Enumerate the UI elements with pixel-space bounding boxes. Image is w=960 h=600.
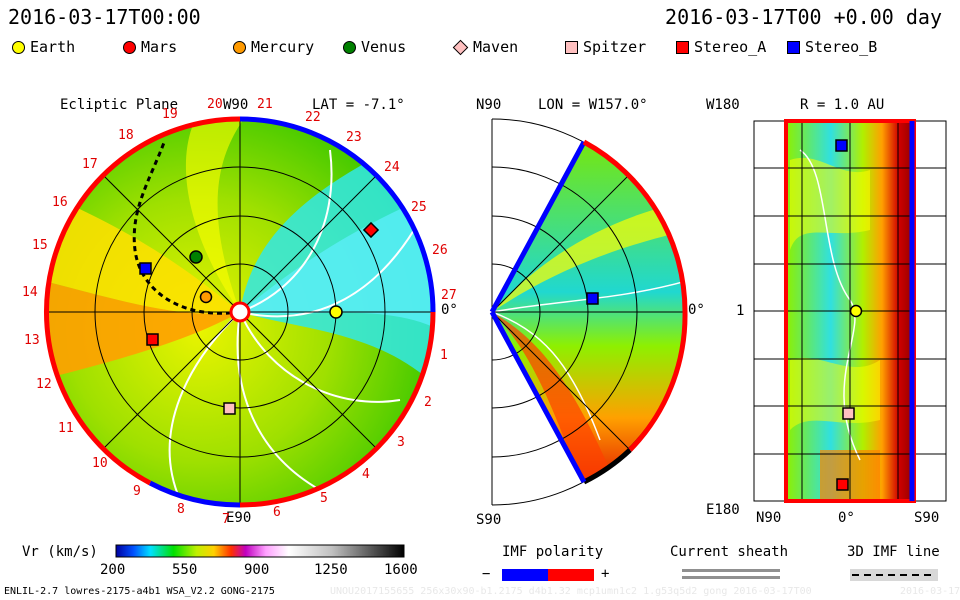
spitzer-position bbox=[223, 402, 236, 415]
maven-position bbox=[362, 221, 380, 239]
carrington-12: 12 bbox=[36, 377, 52, 392]
meridional-lon-label: LON = W157.0° bbox=[538, 97, 648, 113]
earth-marker-icon bbox=[12, 40, 25, 54]
current-sheath-label: Current sheath bbox=[670, 544, 789, 560]
legend-venus: Venus bbox=[343, 38, 406, 56]
footer-run-id: UNOU2017155655 256x30x90-b1.2175 d4b1.32… bbox=[330, 586, 812, 597]
legend-earth: Earth bbox=[12, 38, 75, 56]
ecliptic-lat-label: LAT = -7.1° bbox=[312, 97, 405, 113]
sphere-x-mid: 0° bbox=[838, 510, 855, 526]
meridional-top-label: N90 bbox=[476, 97, 502, 113]
ecliptic-title: Ecliptic Plane bbox=[60, 97, 179, 113]
carrington-20: 20 bbox=[207, 97, 223, 112]
legend-mars: Mars bbox=[123, 38, 177, 56]
carrington-21: 21 bbox=[257, 97, 273, 112]
imf-3d-label: 3D IMF line bbox=[847, 544, 940, 560]
sphere-x-left: N90 bbox=[756, 510, 782, 526]
carrington-24: 24 bbox=[384, 160, 400, 175]
earth-sphere bbox=[849, 304, 863, 318]
carrington-25: 25 bbox=[411, 200, 427, 215]
carrington-18: 18 bbox=[118, 128, 134, 143]
carrington-8: 8 bbox=[177, 502, 185, 517]
spitzer-sphere bbox=[842, 407, 855, 420]
carrington-13: 13 bbox=[24, 333, 40, 348]
carrington-22: 22 bbox=[305, 110, 321, 125]
colorbar-tick-1250: 1250 bbox=[314, 562, 348, 578]
carrington-4: 4 bbox=[362, 467, 370, 482]
venus-position bbox=[189, 250, 203, 264]
legend-maven: Maven bbox=[452, 38, 518, 56]
carrington-9: 9 bbox=[133, 484, 141, 499]
carrington-19: 19 bbox=[162, 107, 178, 122]
carrington-10: 10 bbox=[92, 456, 108, 471]
sphere-r-label: R = 1.0 AU bbox=[800, 97, 885, 113]
carrington-6: 6 bbox=[273, 505, 281, 520]
imf-positive-swatch bbox=[548, 569, 594, 581]
carrington-2: 2 bbox=[424, 395, 432, 410]
mercury-marker-icon bbox=[233, 40, 246, 54]
carrington-27: 27 bbox=[441, 288, 457, 303]
meridional-right-label: 0° bbox=[688, 302, 705, 318]
stereo-b-sphere bbox=[835, 139, 848, 152]
ecliptic-right-label: 0° bbox=[441, 302, 458, 318]
carrington-11: 11 bbox=[58, 421, 74, 436]
stereo-b-meridional bbox=[586, 292, 599, 305]
ecliptic-bottom-label: E90 bbox=[226, 510, 252, 526]
carrington-7: 7 bbox=[222, 512, 230, 527]
right-timestamp: 2016-03-17T00 +0.00 day bbox=[665, 5, 942, 29]
current-sheath-line bbox=[682, 569, 780, 572]
carrington-5: 5 bbox=[320, 491, 328, 506]
sphere-top-label: W180 bbox=[706, 97, 740, 113]
imf-negative-swatch bbox=[502, 569, 548, 581]
mars-marker-icon bbox=[123, 40, 136, 54]
legend-mercury: Mercury bbox=[233, 38, 314, 56]
sphere-x-right: S90 bbox=[914, 510, 940, 526]
mercury-position bbox=[199, 290, 213, 304]
stereo-b-marker-icon bbox=[787, 40, 800, 54]
stereo-b-position bbox=[139, 262, 152, 275]
imf-minus: − bbox=[482, 566, 491, 582]
meridional-bottom-label: S90 bbox=[476, 512, 502, 528]
legend-stereo-b: Stereo_B bbox=[787, 38, 877, 56]
ecliptic-top-label: W90 bbox=[223, 97, 249, 113]
sun-inner-boundary bbox=[229, 301, 251, 323]
colorbar-tick-550: 550 bbox=[172, 562, 198, 578]
spitzer-marker-icon bbox=[565, 40, 578, 54]
carrington-26: 26 bbox=[432, 243, 448, 258]
colorbar-tick-1600: 1600 bbox=[384, 562, 418, 578]
footer-model-info: ENLIL-2.7 lowres-2175-a4b1 WSA_V2.2 GONG… bbox=[4, 586, 275, 597]
sphere-bottom-label: E180 bbox=[706, 502, 740, 518]
footer-date: 2016-03-17 bbox=[900, 586, 960, 597]
carrington-17: 17 bbox=[82, 157, 98, 172]
earth-position bbox=[329, 305, 343, 319]
left-timestamp: 2016-03-17T00:00 bbox=[8, 5, 201, 29]
carrington-15: 15 bbox=[32, 238, 48, 253]
colorbar-label: Vr (km/s) bbox=[22, 544, 98, 560]
carrington-23: 23 bbox=[346, 130, 362, 145]
imf-plus: + bbox=[601, 566, 610, 582]
sphere-mid-label: 1 bbox=[736, 303, 745, 319]
colorbar-tick-200: 200 bbox=[100, 562, 126, 578]
carrington-1: 1 bbox=[440, 348, 448, 363]
carrington-3: 3 bbox=[397, 435, 405, 450]
colorbar-tick-900: 900 bbox=[244, 562, 270, 578]
mars-sphere bbox=[836, 478, 849, 491]
carrington-16: 16 bbox=[52, 195, 68, 210]
stereo-a-marker-icon bbox=[676, 40, 689, 54]
carrington-14: 14 bbox=[22, 285, 38, 300]
legend-spitzer: Spitzer bbox=[565, 38, 646, 56]
venus-marker-icon bbox=[343, 40, 356, 54]
mars-position bbox=[146, 333, 159, 346]
imf-polarity-label: IMF polarity bbox=[502, 544, 604, 560]
legend-stereo-a: Stereo_A bbox=[676, 38, 766, 56]
